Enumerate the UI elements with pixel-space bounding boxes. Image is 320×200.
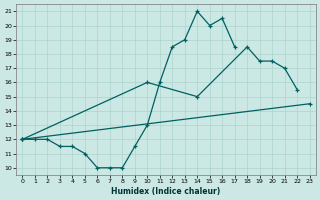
X-axis label: Humidex (Indice chaleur): Humidex (Indice chaleur)	[111, 187, 221, 196]
